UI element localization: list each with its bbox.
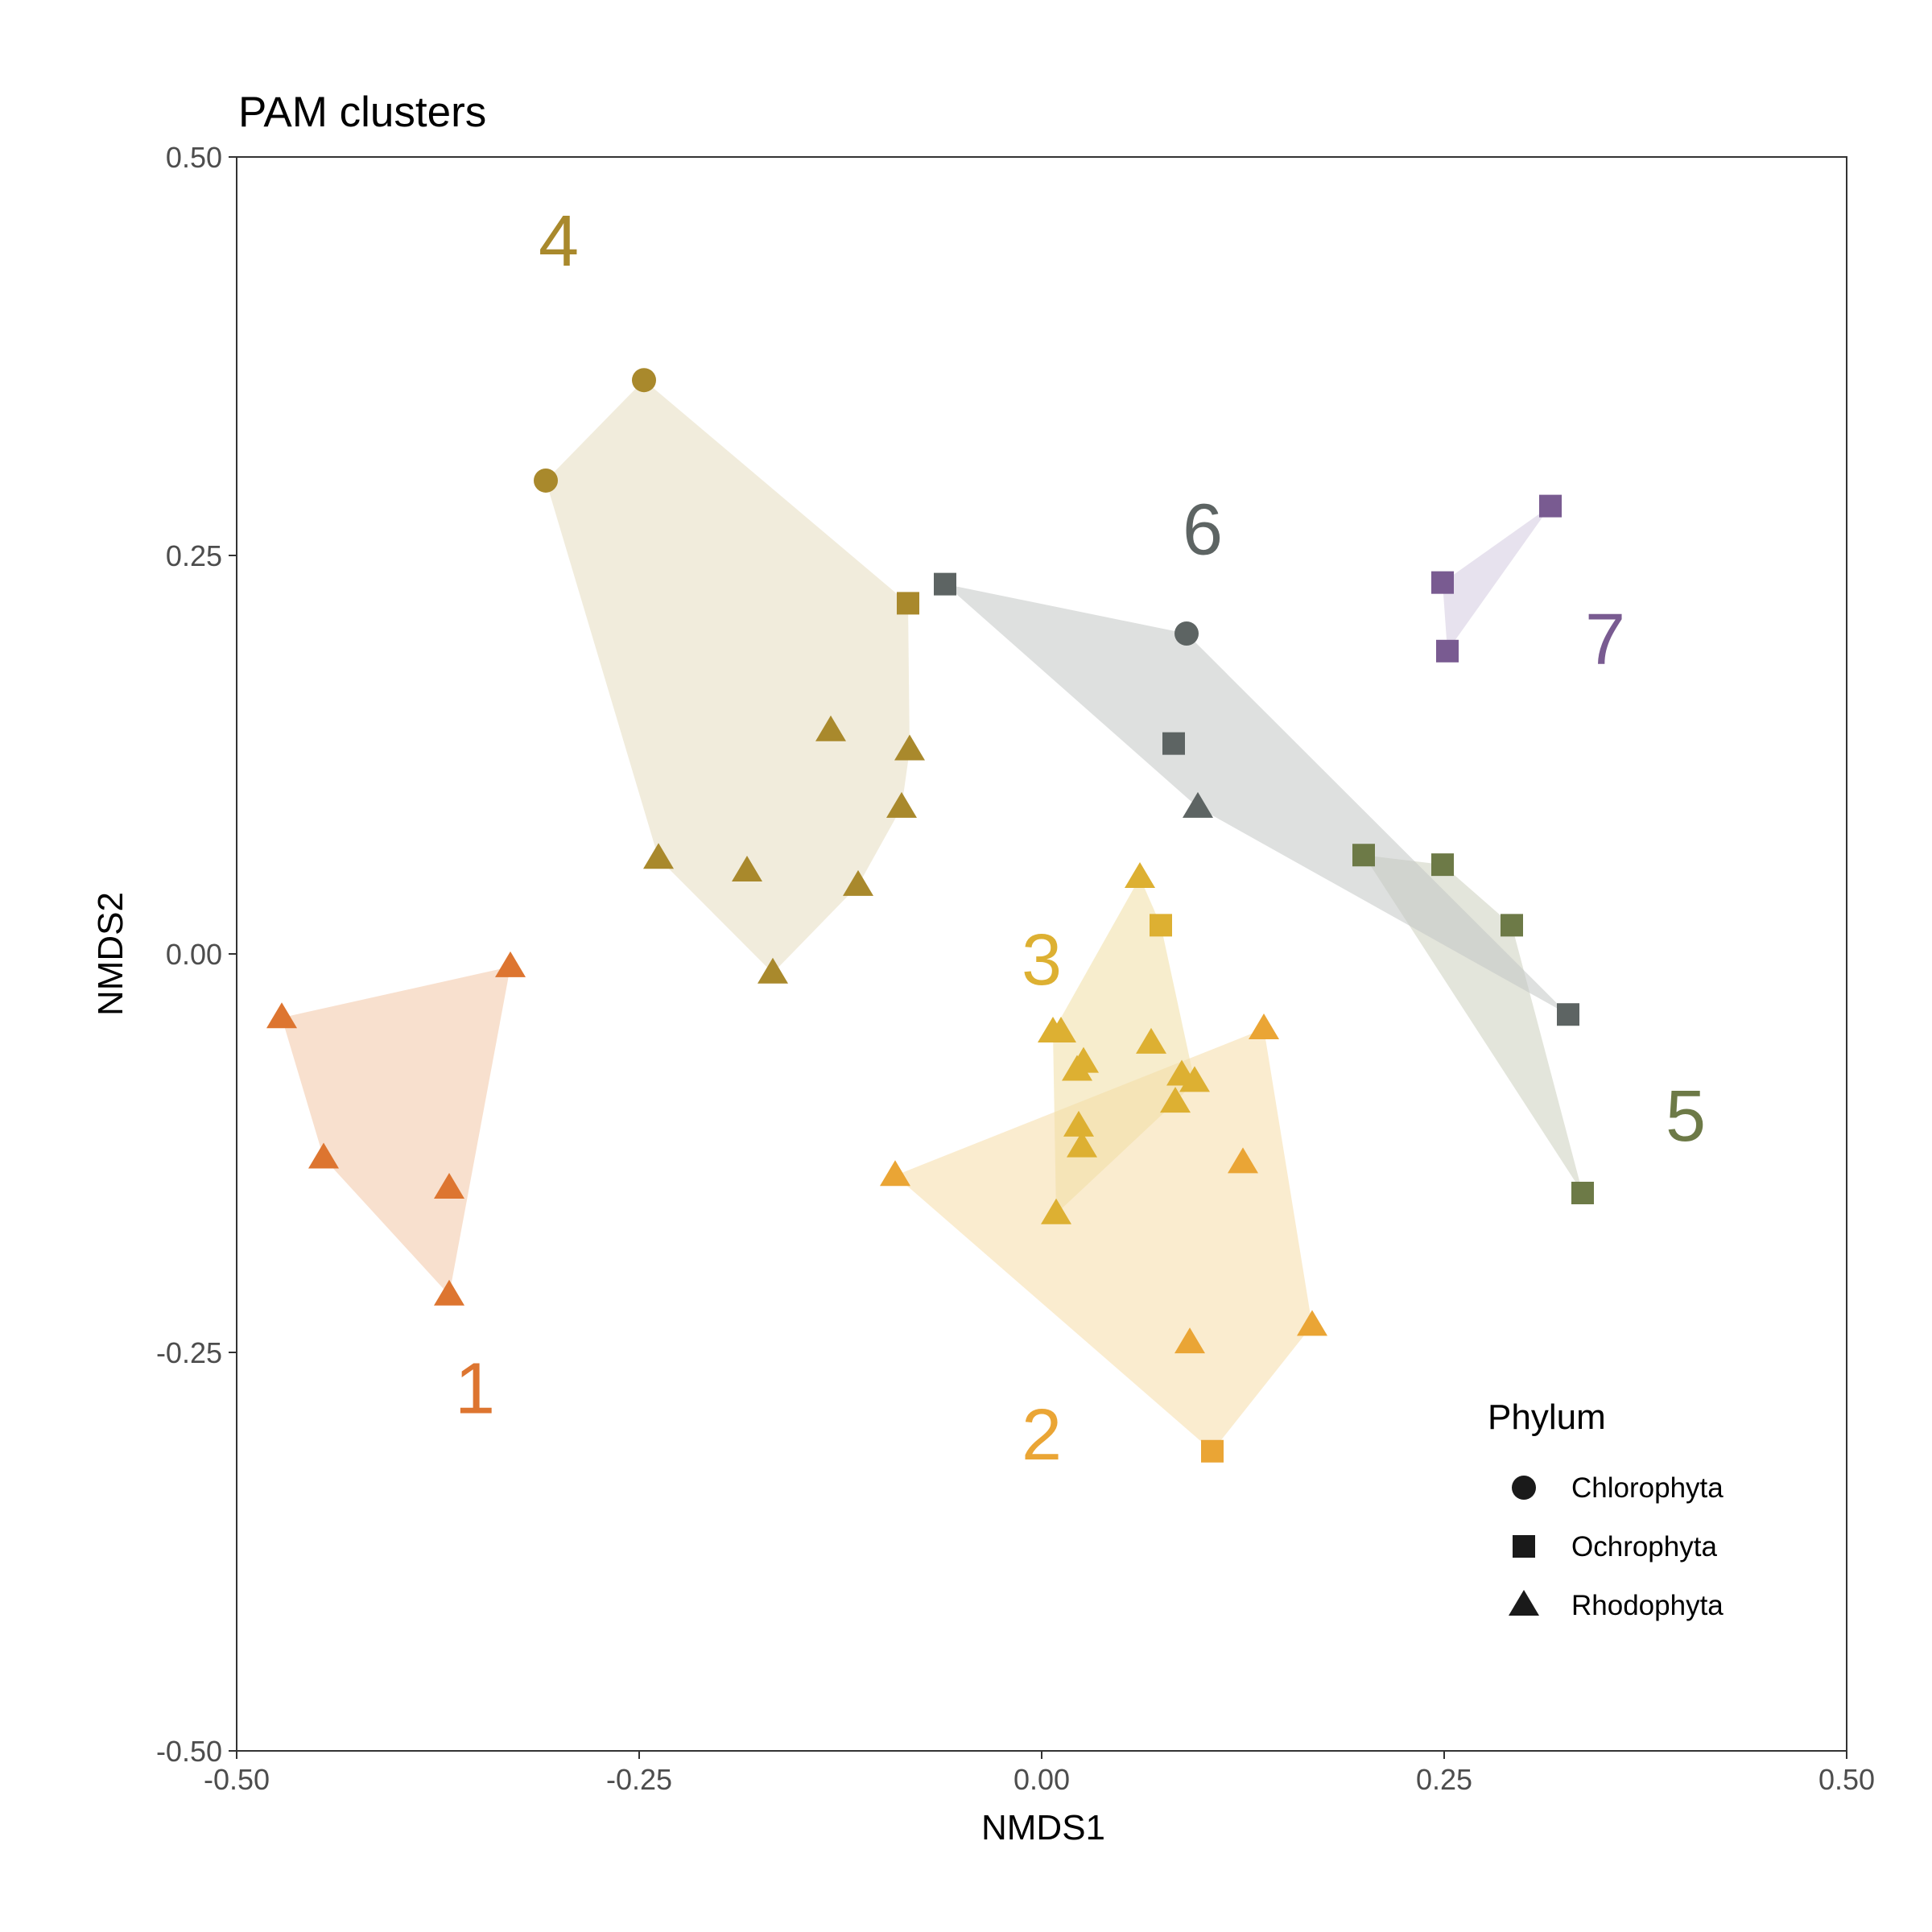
cluster-2-point [1249,1013,1279,1040]
cluster-1-point [495,951,526,977]
cluster-2-point [1174,1327,1205,1354]
cluster-3-point [1125,861,1155,888]
cluster-4-point [843,869,873,896]
data-points [266,368,1594,1463]
y-axis-title: NMDS2 [91,892,130,1016]
cluster-3-point [1067,1131,1097,1158]
cluster-label-1: 1 [455,1349,495,1430]
cluster-hulls [282,380,1583,1451]
cluster-7-point [1539,494,1562,518]
y-tick-label: -0.25 [156,1336,222,1369]
cluster-6-point [1183,791,1213,818]
cluster-6-point [1174,621,1199,646]
cluster-4-hull [546,380,910,973]
x-tick-label: 0.50 [1818,1763,1875,1796]
cluster-label-2: 2 [1022,1395,1062,1476]
cluster-1-hull [282,966,510,1295]
cluster-2-point [880,1160,910,1187]
cluster-5-point [1352,844,1375,867]
x-tick-label: -0.25 [606,1763,672,1796]
cluster-labels: 1 2 3 4 5 6 7 [455,201,1706,1476]
cluster-6-hull [945,584,1568,1015]
cluster-label-5: 5 [1666,1076,1706,1157]
cluster-3-point [1179,1066,1210,1092]
cluster-3-point [1136,1027,1166,1054]
cluster-4-point [732,856,762,882]
cluster-2-point [1297,1310,1327,1336]
cluster-6-point [1557,1003,1579,1026]
cluster-4-point [815,715,846,741]
cluster-5-hull [1364,855,1583,1193]
axes: -0.50 -0.25 0.00 0.25 0.50 -0.50 -0.25 0.00 0.25… [156,141,1875,1796]
cluster-label-4: 4 [539,201,579,282]
cluster-3-point [1062,1055,1092,1081]
cluster-6-point [1162,732,1185,755]
y-tick-label: 0.00 [166,938,222,971]
cluster-7-hull [1443,506,1550,651]
cluster-4-point [643,843,674,869]
cluster-5-point [1571,1182,1594,1204]
cluster-4-point [894,734,925,761]
cluster-2-point [1201,1439,1224,1463]
cluster-7-point [1436,639,1459,663]
x-tick-label: 0.25 [1416,1763,1472,1796]
legend-circle-key [1512,1476,1536,1500]
x-tick-label: -0.50 [204,1763,270,1796]
legend-triangle-key [1509,1590,1539,1616]
cluster-4-point [886,791,917,818]
cluster-1-point [308,1142,339,1169]
cluster-3-point [1150,914,1172,937]
y-tick-label: 0.25 [166,539,222,572]
cluster-5-point [1501,914,1523,937]
legend-square-key [1513,1535,1535,1558]
y-tick-label: -0.50 [156,1735,222,1768]
cluster-1-point [434,1279,464,1306]
cluster-3-point [1160,1087,1191,1113]
cluster-4-point [758,957,788,984]
legend-label: Ochrophyta [1571,1531,1717,1563]
cluster-label-7: 7 [1585,600,1625,680]
cluster-3-point [1063,1110,1094,1137]
cluster-2-hull [895,1029,1312,1451]
cluster-4-point [534,468,558,493]
cluster-4-point [632,368,656,393]
x-axis-title: NMDS1 [981,1808,1105,1847]
cluster-2-point [1228,1147,1258,1174]
cluster-3-point [1041,1198,1071,1224]
legend: Phylum Chlorophyta Ochrophyta Rhodophyta [1488,1397,1724,1621]
cluster-7-point [1431,571,1454,594]
legend-title: Phylum [1488,1397,1606,1437]
x-tick-label: 0.00 [1013,1763,1070,1796]
cluster-3-point [1046,1017,1076,1043]
cluster-label-3: 3 [1022,920,1062,1001]
legend-label: Chlorophyta [1571,1472,1724,1504]
cluster-5-point [1431,853,1454,877]
legend-label: Rhodophyta [1571,1590,1724,1621]
y-tick-label: 0.50 [166,141,222,174]
cluster-1-point [266,1002,297,1029]
cluster-6-point [934,572,956,596]
chart-title: PAM clusters [238,89,486,136]
cluster-4-point [897,592,919,615]
cluster-label-6: 6 [1183,489,1223,570]
cluster-1-point [434,1173,464,1199]
